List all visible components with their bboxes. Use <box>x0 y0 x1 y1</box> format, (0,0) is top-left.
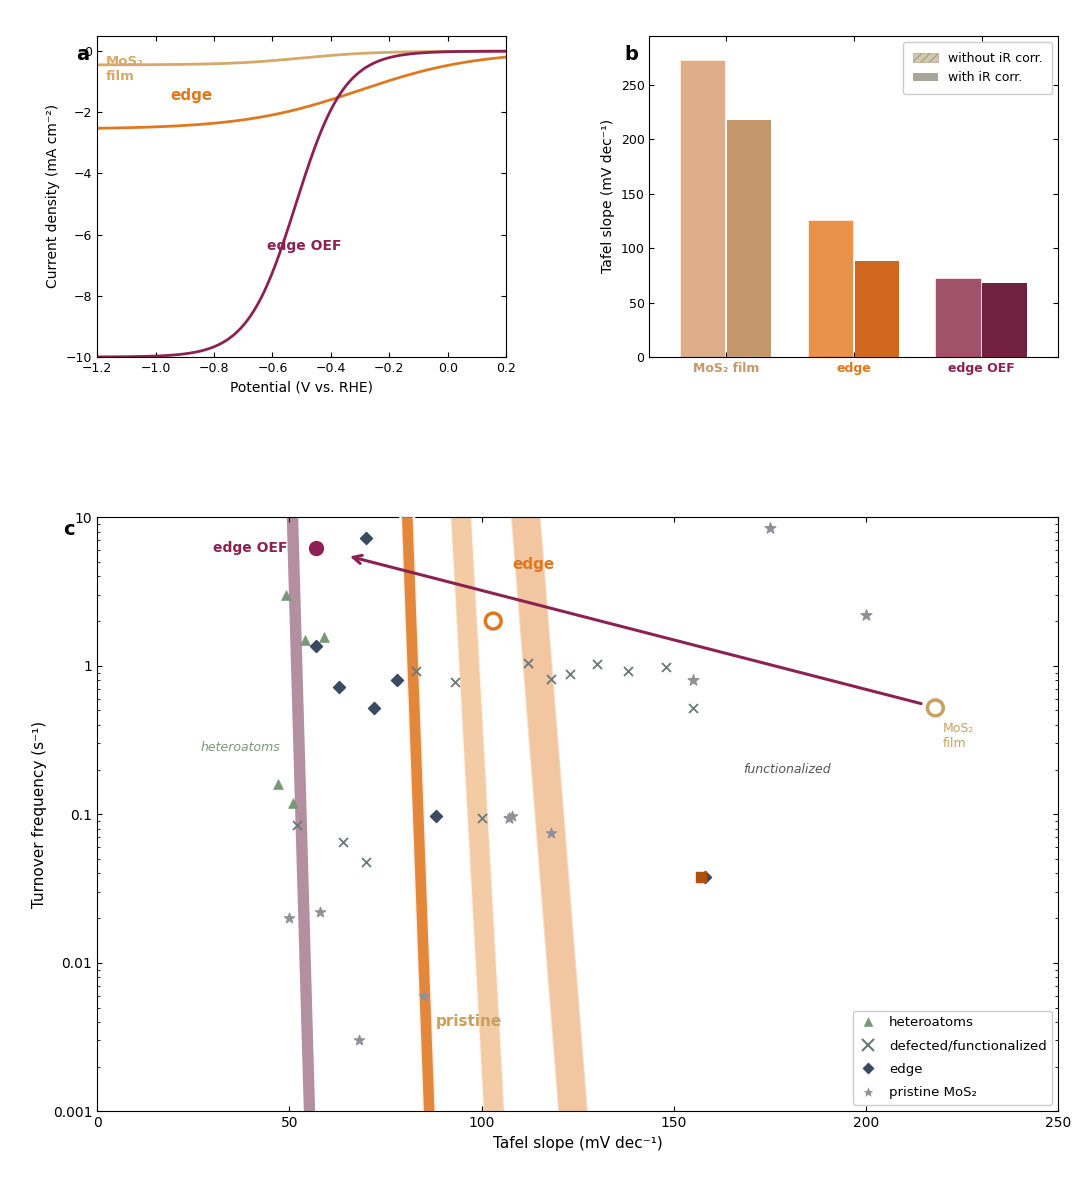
Y-axis label: Current density (mA cm⁻²): Current density (mA cm⁻²) <box>46 104 60 288</box>
Point <box>503 805 521 825</box>
Point <box>858 606 875 625</box>
Point <box>562 664 579 684</box>
Polygon shape <box>229 0 366 1195</box>
Bar <box>680 61 726 357</box>
Text: MoS₂
film: MoS₂ film <box>106 55 144 84</box>
Bar <box>727 120 771 357</box>
Legend: without iR corr., with iR corr.: without iR corr., with iR corr. <box>903 42 1052 94</box>
Point <box>696 868 713 887</box>
Point <box>927 698 944 717</box>
Point <box>427 805 444 825</box>
Point <box>685 698 702 717</box>
Polygon shape <box>183 0 896 1195</box>
Text: edge OEF: edge OEF <box>213 541 287 554</box>
Point <box>542 823 559 842</box>
Point <box>619 662 636 681</box>
Point <box>589 655 606 674</box>
Point <box>350 1031 367 1050</box>
Bar <box>854 262 900 357</box>
Text: MoS₂
film: MoS₂ film <box>943 722 974 749</box>
Text: functionalized: functionalized <box>743 764 831 776</box>
Bar <box>809 221 853 357</box>
Legend: heteroatoms, defected/functionalized, edge, pristine MoS₂: heteroatoms, defected/functionalized, ed… <box>853 1011 1052 1104</box>
Point <box>281 908 298 927</box>
Text: c: c <box>64 520 76 539</box>
Point <box>485 612 502 631</box>
Polygon shape <box>283 0 550 1195</box>
Text: edge OEF: edge OEF <box>267 239 341 253</box>
Point <box>407 662 424 681</box>
Point <box>692 868 710 887</box>
Point <box>308 539 325 558</box>
Point <box>685 670 702 690</box>
Point <box>389 670 406 690</box>
Point <box>311 902 328 921</box>
Bar <box>936 278 981 357</box>
Point <box>500 808 517 827</box>
Point <box>365 698 382 717</box>
Y-axis label: Tafel slope (mV dec⁻¹): Tafel slope (mV dec⁻¹) <box>602 120 616 274</box>
Point <box>473 808 490 827</box>
X-axis label: Tafel slope (mV dec⁻¹): Tafel slope (mV dec⁻¹) <box>492 1135 663 1151</box>
Point <box>335 833 352 852</box>
Text: edge: edge <box>171 88 213 103</box>
Text: a: a <box>76 45 89 65</box>
Text: edge: edge <box>608 835 647 850</box>
Y-axis label: Turnover frequency (s⁻¹): Turnover frequency (s⁻¹) <box>32 721 48 908</box>
Point <box>416 986 433 1005</box>
Polygon shape <box>246 0 717 1195</box>
Text: edge: edge <box>512 557 555 571</box>
Point <box>308 637 325 656</box>
Text: b: b <box>625 45 638 65</box>
Point <box>285 793 302 813</box>
Point <box>269 774 286 793</box>
Point <box>288 815 306 834</box>
Point <box>446 673 463 692</box>
X-axis label: Potential (V vs. RHE): Potential (V vs. RHE) <box>230 380 374 394</box>
Point <box>658 657 675 676</box>
Point <box>519 652 537 672</box>
Text: pristine: pristine <box>435 1015 502 1029</box>
Point <box>330 678 348 697</box>
Bar <box>983 283 1027 357</box>
Point <box>357 852 375 871</box>
Point <box>357 529 375 549</box>
Point <box>761 519 779 538</box>
Point <box>296 630 313 649</box>
Text: heteroatoms: heteroatoms <box>201 741 281 754</box>
Point <box>542 669 559 688</box>
Point <box>315 627 333 646</box>
Point <box>276 586 294 605</box>
